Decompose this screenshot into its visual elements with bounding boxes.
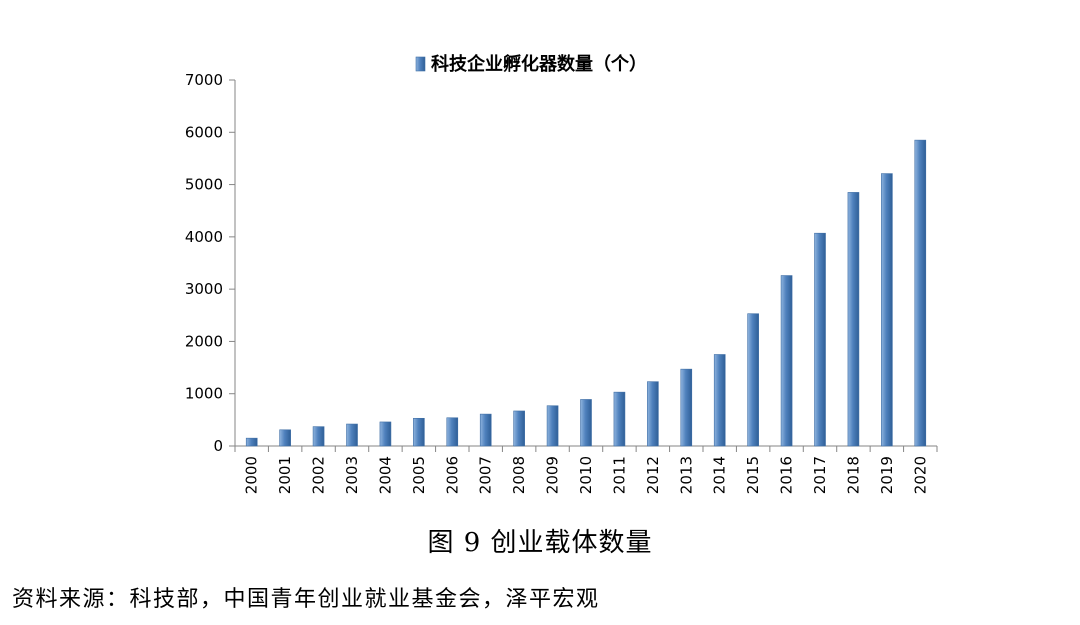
x-tick-label: 2018 [844,456,862,494]
x-tick-label: 2017 [811,456,829,494]
bars [245,139,927,447]
bar-2015 [747,313,759,447]
bar-2002 [312,426,325,447]
x-tick-label: 2020 [911,456,929,494]
bar-2020 [914,139,927,447]
x-tick-label: 2011 [610,456,628,494]
source-note: 资料来源：科技部，中国青年创业就业基金会，泽平宏观 [12,587,600,612]
x-tick-label: 2013 [677,456,695,494]
bar-2011 [613,391,626,447]
x-tick-label: 2019 [878,456,896,494]
legend-swatch [415,56,426,72]
bar-2014 [713,354,726,447]
x-tick-label: 2010 [577,456,595,494]
bar-2004 [379,421,392,447]
y-tick-label: 0 [213,437,223,455]
bar-2007 [479,413,492,447]
bar-2008 [513,410,525,447]
legend-label: 科技企业孵化器数量（个） [431,53,647,75]
x-tick-label: 2000 [243,456,261,494]
x-tick-label: 2001 [276,456,294,494]
x-tick-label: 2012 [644,456,662,494]
y-tick-label: 6000 [185,123,223,141]
bar-2016 [780,275,793,447]
x-tick-label: 2015 [744,456,762,494]
bar-2001 [279,429,291,447]
x-tick-label: 2003 [343,456,361,494]
bar-2017 [814,232,826,447]
bar-2005 [413,417,425,447]
y-tick-label: 7000 [185,71,223,89]
bar-2003 [346,423,358,447]
x-tick-label: 2016 [778,456,796,494]
bar-2019 [881,173,893,447]
y-tick-label: 2000 [185,332,223,350]
figure-caption: 图 9 创业载体数量 [427,528,653,558]
bar-2012 [647,381,659,447]
x-tick-label: 2004 [376,456,394,494]
bar-2018 [847,192,860,447]
bar-2010 [580,399,592,447]
y-tick-label: 4000 [185,228,223,246]
bar-2000 [245,437,258,447]
y-tick-label: 1000 [185,385,223,403]
x-tick-label: 2005 [410,456,428,494]
bar-2013 [680,368,693,447]
x-axis: 2000 2001 2002 2003 2004 2005 2006 2007 2008 2009… [234,445,938,494]
x-tick-label: 2006 [443,456,461,494]
x-tick-label: 2014 [711,456,729,494]
legend: 科技企业孵化器数量（个） [415,53,647,75]
bar-2006 [446,417,459,447]
x-tick-label: 2009 [544,456,562,494]
bar-2009 [546,405,559,447]
x-tick-label: 2002 [310,456,328,494]
y-axis: 0 1000 2000 3000 4000 5000 6000 7000 [185,71,236,455]
y-tick-label: 5000 [185,176,223,194]
y-tick-label: 3000 [185,280,223,298]
x-tick-label: 2007 [477,456,495,494]
x-tick-label: 2008 [510,456,528,494]
